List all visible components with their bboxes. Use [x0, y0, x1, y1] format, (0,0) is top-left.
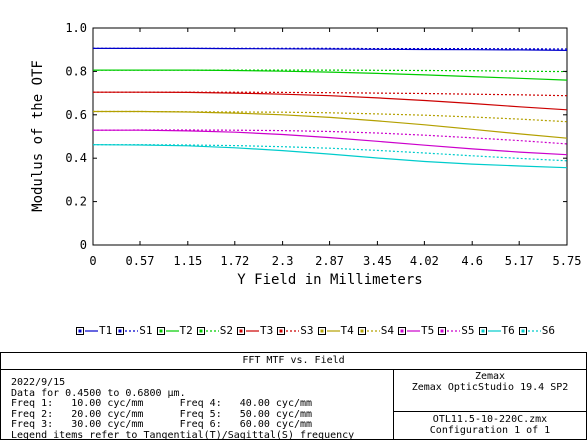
x-tick-label: 2.87	[315, 254, 344, 268]
info-data-range: Data for 0.4500 to 0.6800 µm.	[11, 387, 186, 399]
y-tick-label: 0.4	[65, 151, 87, 165]
series-line-s4	[93, 110, 568, 123]
series-line-s5	[92, 129, 568, 145]
series-line-s6	[93, 144, 568, 162]
legend-item-t3: T3	[237, 324, 273, 337]
y-tick-label: 0.8	[65, 64, 87, 78]
x-tick-label: 4.6	[461, 254, 483, 268]
legend-label: T3	[260, 324, 274, 337]
chart-legend: T1 S1 T2 S2 T3 S3 T4 S4 T5 S5 T6 S6	[76, 324, 555, 342]
legend-label: S3	[300, 324, 314, 337]
x-tick-label: 4.02	[410, 254, 439, 268]
y-tick-labels: 0 0.2 0.4 0.6 0.8 1.0	[65, 21, 567, 252]
series-line-t4	[93, 110, 568, 139]
legend-swatch	[478, 326, 501, 335]
legend-swatch	[518, 326, 541, 335]
x-tick-label: 0	[89, 254, 96, 268]
legend-swatch	[438, 326, 461, 335]
info-title: FFT MTF vs. Field	[1, 353, 586, 370]
y-axis-title: Modulus of the OTF	[30, 60, 46, 212]
legend-swatch	[317, 326, 340, 335]
legend-swatch	[156, 326, 179, 335]
legend-swatch	[357, 326, 380, 335]
x-tick-label: 1.72	[220, 254, 249, 268]
info-legend-note: Legend items refer to Tangential(T)/Sagi…	[11, 429, 355, 441]
legend-swatch	[277, 326, 300, 335]
x-tick-label: 5.75	[553, 254, 582, 268]
legend-item-t2: T2	[156, 324, 193, 337]
legend-swatch	[196, 326, 219, 335]
legend-label: S5	[461, 324, 475, 337]
info-freq-line-2: Freq 2: 20.00 cyc/mm Freq 5: 50.00 cyc/m…	[11, 408, 313, 420]
series-line-s2	[93, 69, 568, 73]
info-details: 2022/9/15 Data for 0.4500 to 0.6800 µm. Fr…	[11, 377, 355, 441]
x-tick-label: 0.57	[126, 254, 155, 268]
legend-label: S1	[139, 324, 153, 337]
legend-label: T5	[421, 324, 435, 337]
legend-swatch	[116, 326, 139, 335]
y-tick-label: 0	[80, 238, 87, 252]
info-file-box: OTL11.5-10-220C.zmx Configuration 1 of 1	[393, 411, 586, 439]
legend-label: T1	[99, 324, 113, 337]
info-freq-line-1: Freq 1: 10.00 cyc/mm Freq 4: 40.00 cyc/m…	[11, 398, 313, 409]
legend-item-s3: S3	[277, 324, 314, 337]
info-panel: FFT MTF vs. Field 2022/9/15 Data for 0.45…	[0, 352, 587, 440]
info-config: Configuration 1 of 1	[429, 425, 551, 436]
series-line-t5	[93, 129, 568, 156]
y-tick-label: 0.6	[65, 108, 87, 122]
legend-label: T6	[501, 324, 515, 337]
legend-label: S4	[380, 324, 394, 337]
mtf-chart: 0 0.2 0.4 0.6 0.8 1.0 0 0.57 1.15 1.72 2.3 2.87 3.4…	[30, 21, 581, 288]
legend-item-t5: T5	[398, 324, 434, 337]
legend-label: S2	[219, 324, 233, 337]
x-tick-label: 1.15	[173, 254, 202, 268]
legend-label: T2	[179, 324, 193, 337]
series-line-t6	[92, 144, 568, 169]
legend-label: S6	[541, 324, 555, 337]
x-tick-labels: 0 0.57 1.15 1.72 2.3 2.87 3.45 4.02 4.6 5.17 5.75	[89, 28, 581, 268]
series-line-t2	[93, 69, 568, 81]
legend-item-t1: T1	[76, 324, 112, 337]
legend-item-s6: S6	[518, 324, 555, 337]
x-tick-label: 3.45	[363, 254, 392, 268]
legend-item-s2: S2	[196, 324, 233, 337]
x-tick-label: 2.3	[272, 254, 294, 268]
info-product: Zemax OpticStudio 19.4 SP2	[411, 382, 569, 393]
info-date: 2022/9/15	[11, 377, 66, 388]
legend-label: T4	[340, 324, 354, 337]
y-tick-label: 0.2	[65, 195, 87, 209]
plot-frame	[92, 27, 568, 246]
series-line-s1	[93, 47, 568, 50]
info-vendor-box: Zemax Zemax OpticStudio 19.4 SP2	[393, 369, 586, 411]
series-line-s3	[93, 91, 568, 97]
series-line-t3	[93, 91, 568, 111]
legend-swatch	[398, 326, 420, 335]
legend-item-t4: T4	[317, 324, 354, 337]
x-tick-label: 5.17	[505, 254, 534, 268]
legend-item-s1: S1	[116, 324, 153, 337]
legend-swatch	[237, 326, 259, 335]
plot-area	[92, 27, 568, 246]
y-tick-label: 1.0	[65, 21, 87, 35]
x-axis-title: Y Field in Millimeters	[237, 272, 422, 288]
legend-item-s4: S4	[357, 324, 394, 337]
legend-item-s5: S5	[438, 324, 475, 337]
legend-item-t6: T6	[478, 324, 515, 337]
series-lines	[92, 47, 568, 169]
info-file: OTL11.5-10-220C.zmx	[432, 414, 548, 425]
legend-swatch	[76, 326, 98, 335]
info-vendor: Zemax	[474, 371, 506, 382]
info-freq-line-3: Freq 3: 30.00 cyc/mm Freq 6: 60.00 cyc/m…	[11, 419, 313, 430]
